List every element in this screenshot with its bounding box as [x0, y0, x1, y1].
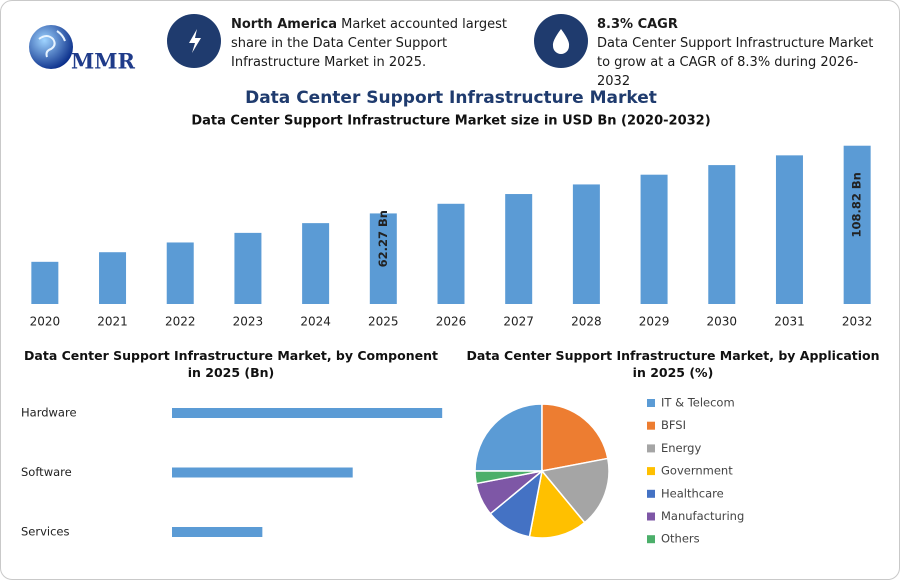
x-tick-label: 2024 — [300, 315, 331, 329]
main-title: Data Center Support Infrastructure Marke… — [245, 88, 657, 108]
legend-label: Government — [661, 464, 733, 478]
pie-slice — [474, 470, 543, 485]
bar — [640, 174, 668, 304]
fact-title: 8.3% CAGR — [597, 17, 678, 32]
chart-title: Data Center Support Infrastructure Marke… — [466, 348, 880, 380]
bar — [172, 467, 353, 478]
legend-swatch — [647, 399, 655, 407]
bar — [172, 527, 263, 537]
fact-body: Data Center Support Infrastructure Marke… — [597, 36, 874, 89]
drop-icon — [552, 29, 570, 54]
x-tick-label: 2031 — [774, 315, 805, 329]
x-tick-label: 2028 — [571, 315, 602, 329]
bar — [708, 165, 736, 304]
legend-label: Others — [661, 532, 700, 546]
x-tick-label: 2022 — [165, 315, 196, 329]
chart-title: Data Center Support Infrastructure Marke… — [24, 348, 438, 380]
value-label: 108.82 Bn — [850, 172, 864, 237]
legend-label: BFSI — [661, 418, 686, 432]
fact-body: Market accounted largest share in the Da… — [231, 17, 507, 70]
logo-text: MMR — [71, 49, 135, 74]
bar — [31, 261, 59, 304]
pie-slice — [540, 457, 610, 524]
fact-text: North America Market accounted largest s… — [231, 15, 531, 72]
bar — [302, 223, 330, 304]
x-tick-label: 2025 — [368, 315, 399, 329]
logo-globe-detail — [38, 30, 66, 58]
legend-swatch — [647, 444, 655, 453]
legend-swatch — [647, 512, 655, 521]
chart-title: Data Center Support Infrastructure Marke… — [191, 114, 710, 129]
bar — [99, 252, 127, 304]
legend-swatch — [647, 421, 655, 430]
legend-swatch — [647, 535, 655, 544]
pie-slice — [541, 403, 609, 472]
pie-slice — [528, 469, 586, 539]
bar — [572, 184, 600, 304]
legend-label: Energy — [661, 441, 701, 455]
y-tick-label: Services — [21, 525, 70, 539]
x-tick-label: 2027 — [503, 315, 534, 329]
bar — [843, 145, 871, 304]
legend-label: Healthcare — [661, 486, 724, 500]
bar — [437, 203, 465, 304]
bar — [369, 213, 397, 304]
y-tick-label: Hardware — [21, 406, 77, 420]
legend-swatch — [647, 489, 655, 498]
pie-slice — [474, 403, 543, 472]
value-label: 62.27 Bn — [376, 210, 390, 267]
x-tick-label: 2030 — [706, 315, 737, 329]
x-tick-label: 2020 — [30, 315, 61, 329]
legend-swatch — [647, 467, 655, 476]
x-tick-label: 2029 — [639, 315, 670, 329]
x-tick-label: 2032 — [842, 315, 873, 329]
legend-label: Manufacturing — [661, 509, 744, 523]
bar — [234, 232, 262, 304]
bar — [505, 194, 533, 304]
lightning-icon — [189, 29, 201, 53]
bar — [172, 408, 443, 418]
logo-globe — [29, 25, 73, 69]
x-tick-label: 2023 — [233, 315, 264, 329]
bar — [166, 242, 194, 304]
fact-highlight: North America — [231, 17, 337, 32]
y-tick-label: Software — [21, 465, 72, 479]
bar — [775, 155, 803, 304]
x-tick-label: 2021 — [97, 315, 128, 329]
legend-label: IT & Telecom — [661, 396, 735, 410]
x-tick-label: 2026 — [436, 315, 467, 329]
